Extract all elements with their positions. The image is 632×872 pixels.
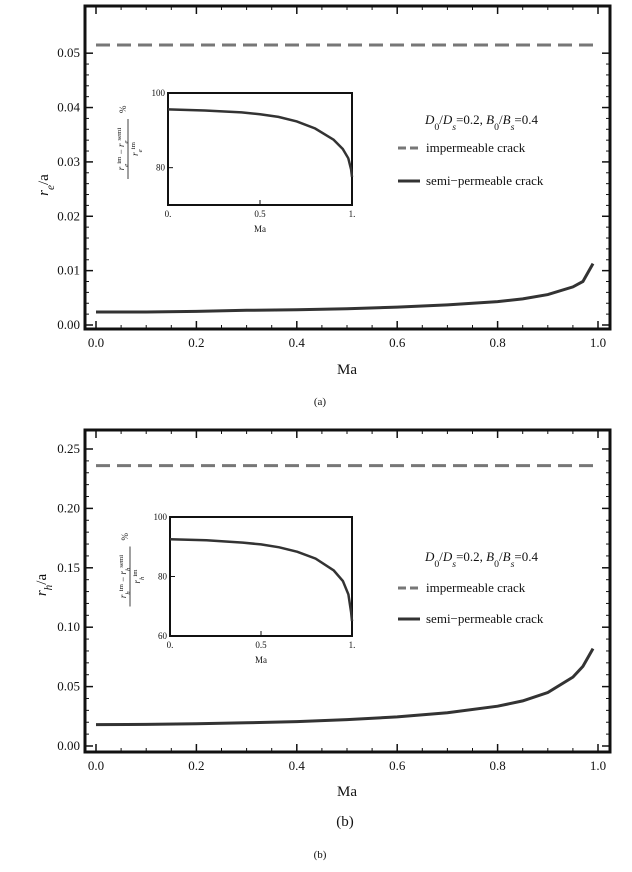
x-tick-label: 1.0 xyxy=(590,758,606,773)
x-axis-label: Ma xyxy=(337,362,357,378)
semi-permeable-series-line xyxy=(95,647,595,727)
y-tick-label: 0.10 xyxy=(57,619,80,634)
inset-x-tick-label: 0.5 xyxy=(254,209,266,219)
caption-b: (b) xyxy=(314,849,327,861)
y-tick-label: 0.00 xyxy=(57,317,80,332)
x-tick-label: 0.8 xyxy=(489,758,505,773)
inset-y-tick-label: 100 xyxy=(154,512,168,522)
inset-y-label-percent: % xyxy=(120,533,130,541)
y-tick-label: 0.25 xyxy=(57,441,80,456)
legend-label-impermeable: impermeable crack xyxy=(426,580,526,595)
caption-a: (a) xyxy=(314,396,327,408)
y-tick-label: 0.05 xyxy=(57,679,80,694)
inset-x-tick-label: 0. xyxy=(165,209,172,219)
inset-x-tick-label: 1. xyxy=(349,209,356,219)
y-axis-label: rh/a xyxy=(34,574,55,597)
legend-label-semi-permeable: semi−permeable crack xyxy=(426,611,544,626)
y-axis-label: re/a xyxy=(36,174,57,196)
parameter-annotation: D0/Ds=0.2, B0/Bs=0.4 xyxy=(424,112,538,133)
inset-y-tick-label: 80 xyxy=(156,163,166,173)
inset-series-line xyxy=(169,538,354,622)
x-tick-label: 0.0 xyxy=(88,758,104,773)
inset-series-line xyxy=(167,108,354,178)
x-tick-label: 0.2 xyxy=(188,758,204,773)
y-tick-label: 0.00 xyxy=(57,738,80,753)
inset-y-label-denominator: rhim xyxy=(132,569,146,584)
inset-x-axis-label: Ma xyxy=(255,655,267,665)
x-tick-label: 0.8 xyxy=(489,335,505,350)
legend-label-impermeable: impermeable crack xyxy=(426,140,526,155)
parameter-annotation: D0/Ds=0.2, B0/Bs=0.4 xyxy=(424,549,538,570)
x-tick-label: 0.2 xyxy=(188,335,204,350)
inset-y-tick-label: 80 xyxy=(158,572,168,582)
y-tick-label: 0.03 xyxy=(57,154,80,169)
inset-frame xyxy=(167,92,353,206)
x-tick-label: 0.4 xyxy=(289,335,306,350)
x-tick-label: 0.0 xyxy=(88,335,104,350)
inset-x-axis-label: Ma xyxy=(254,224,266,234)
semi-permeable-series-line xyxy=(96,262,595,314)
inset-x-tick-label: 1. xyxy=(349,640,356,650)
x-axis-label: Ma xyxy=(337,784,357,800)
inset-y-label-percent: % xyxy=(118,105,128,113)
y-tick-label: 0.15 xyxy=(57,560,80,575)
caption-b-bold: (b) xyxy=(336,814,354,830)
inset-y-tick-label: 60 xyxy=(158,631,168,641)
inset-y-label-numerator: rhim − rhsemi xyxy=(118,555,132,598)
x-tick-label: 0.6 xyxy=(389,758,406,773)
y-tick-label: 0.01 xyxy=(57,263,80,278)
inset-y-label-numerator: reim − resemi xyxy=(116,128,130,171)
y-tick-label: 0.20 xyxy=(57,500,80,515)
inset-x-tick-label: 0. xyxy=(167,640,174,650)
inset-x-tick-label: 0.5 xyxy=(255,640,267,650)
x-tick-label: 0.6 xyxy=(389,335,406,350)
legend-label-semi-permeable: semi−permeable crack xyxy=(426,173,544,188)
y-tick-label: 0.05 xyxy=(57,45,80,60)
inset-y-label-denominator: reim xyxy=(130,141,144,155)
y-tick-label: 0.02 xyxy=(57,208,80,223)
y-tick-label: 0.04 xyxy=(57,100,80,115)
inset-frame xyxy=(169,516,353,637)
inset-y-tick-label: 100 xyxy=(152,88,166,98)
x-tick-label: 1.0 xyxy=(590,335,606,350)
x-tick-label: 0.4 xyxy=(289,758,306,773)
